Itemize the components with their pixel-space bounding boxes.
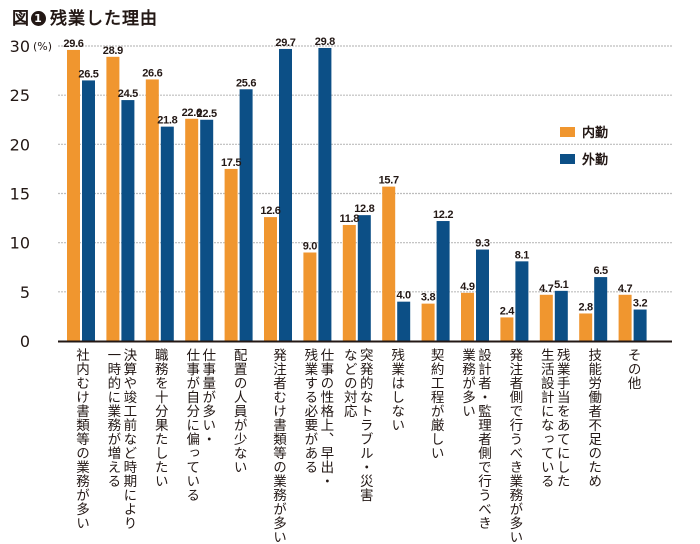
data-label: 28.9 — [103, 45, 123, 57]
data-label: 4.9 — [460, 281, 475, 293]
data-label: 4.0 — [396, 290, 411, 302]
bar-naikin — [145, 79, 159, 341]
data-label: 12.6 — [260, 205, 280, 217]
gridlines — [58, 45, 672, 293]
figure-prefix: 図 — [12, 9, 30, 29]
x-tick-label: 突発的なトラブル・災害 などの対応 — [340, 348, 373, 502]
x-tick-label: 技能労働者不足のため — [585, 348, 602, 488]
bar-gaikin — [121, 100, 135, 341]
bar-naikin — [382, 186, 396, 341]
data-label: 4.7 — [618, 283, 633, 295]
data-label: 26.5 — [78, 68, 98, 80]
data-label: 3.2 — [633, 298, 648, 310]
data-label: 3.8 — [421, 292, 436, 304]
bar-naikin — [579, 313, 593, 341]
bar-gaikin — [515, 261, 529, 341]
bar-gaikin — [200, 119, 214, 341]
data-label: 29.8 — [315, 36, 335, 48]
data-label: 8.1 — [515, 249, 530, 261]
x-tick-label: 残業はしない — [388, 348, 405, 432]
bar-naikin — [618, 294, 632, 341]
bar-gaikin — [436, 221, 450, 341]
data-label: 26.6 — [142, 67, 162, 79]
y-tick-label: 10 — [10, 234, 30, 253]
y-axis-ticks: 0 5 10 15 20 25 30 — [10, 37, 30, 351]
x-tick-label: 発注者側で行うべき業務が多い — [506, 348, 523, 544]
data-label: 9.3 — [475, 238, 490, 250]
x-tick-label: 発注者むけ書類等の業務が多い — [270, 348, 286, 544]
bar-naikin — [539, 294, 553, 341]
data-label: 6.5 — [593, 265, 608, 277]
y-axis-unit: (%) — [33, 40, 52, 53]
data-label: 22.6 — [182, 107, 202, 119]
bar-naikin — [224, 168, 238, 341]
x-tick-label: その他 — [624, 348, 641, 390]
bar-naikin — [421, 303, 435, 341]
bar-naikin — [461, 292, 474, 341]
bar-naikin — [185, 118, 199, 342]
bar-gaikin — [279, 48, 292, 341]
legend: 内勤 外勤 — [560, 125, 608, 168]
legend-swatch-naikin — [560, 127, 575, 137]
bar-naikin — [500, 317, 514, 341]
x-tick-label: 職務を十分果たしたい — [151, 348, 168, 488]
bar-naikin — [342, 224, 356, 341]
title-text: 残業した理由 — [50, 9, 158, 29]
x-tick-label: 契約工程が厳しい — [427, 348, 444, 460]
chart-title: 図 1 残業した理由 — [12, 4, 158, 29]
data-label: 2.4 — [500, 305, 516, 317]
data-label: 29.6 — [63, 38, 83, 50]
y-tick-label: 30 — [10, 37, 30, 56]
y-tick-label: 15 — [10, 185, 30, 204]
data-label: 2.8 — [578, 301, 593, 313]
bar-gaikin — [476, 249, 489, 341]
y-tick-label: 25 — [10, 86, 30, 105]
data-label: 25.6 — [236, 77, 256, 89]
data-label: 5.1 — [554, 279, 569, 291]
data-label: 29.7 — [275, 37, 295, 49]
bars — [67, 47, 647, 342]
bar-gaikin — [594, 277, 608, 341]
data-label: 9.0 — [303, 241, 318, 253]
bar-gaikin — [82, 80, 95, 342]
x-tick-label: 決算や竣工前など時期により 一時的に業務が増える — [104, 348, 137, 530]
bar-naikin — [264, 217, 277, 341]
bar-gaikin — [397, 301, 411, 341]
legend-swatch-gaikin — [560, 154, 575, 164]
x-tick-label: 社内むけ書類等の業務が多い — [73, 348, 89, 530]
data-label: 21.8 — [157, 115, 177, 127]
bar-gaikin — [239, 89, 253, 342]
data-label: 4.7 — [539, 283, 554, 295]
bar-gaikin — [357, 215, 371, 341]
data-label: 24.5 — [118, 88, 138, 100]
data-label: 12.8 — [354, 203, 374, 215]
bar-gaikin — [633, 309, 647, 341]
bar-gaikin — [160, 126, 174, 341]
data-label: 11.8 — [339, 213, 359, 225]
data-label: 12.2 — [433, 209, 453, 221]
bar-naikin — [67, 49, 80, 341]
bar-gaikin — [318, 47, 332, 341]
x-tick-label: 設計者・監理者側で行うべき 業務が多い — [459, 348, 491, 530]
x-tick-label: 配置の人員が少ない — [230, 348, 247, 474]
data-label: 17.5 — [221, 157, 241, 169]
data-label: 15.7 — [379, 175, 399, 187]
data-label: 22.5 — [197, 108, 217, 120]
y-tick-label: 0 — [20, 332, 30, 351]
x-tick-label: 仕事の性格上、早出・ 残業する必要がある — [301, 348, 334, 488]
bar-gaikin — [554, 290, 568, 341]
y-tick-label: 20 — [10, 135, 30, 154]
legend-label-gaikin: 外勤 — [581, 152, 608, 168]
bar-naikin — [106, 56, 120, 342]
x-tick-label: 残業手当をあてにした 生活設計になっている — [537, 348, 570, 488]
y-tick-label: 5 — [20, 283, 30, 302]
figure-number-badge: 1 — [31, 11, 46, 26]
x-tick-label: 仕事量が多い・ 仕事が自分に偏っている — [183, 348, 216, 502]
data-labels: 29.6 26.5 28.9 24.5 26.6 21.8 22.622.5 17.5 25.6… — [63, 36, 647, 317]
bar-naikin — [303, 252, 317, 341]
legend-label-naikin: 内勤 — [582, 125, 608, 141]
